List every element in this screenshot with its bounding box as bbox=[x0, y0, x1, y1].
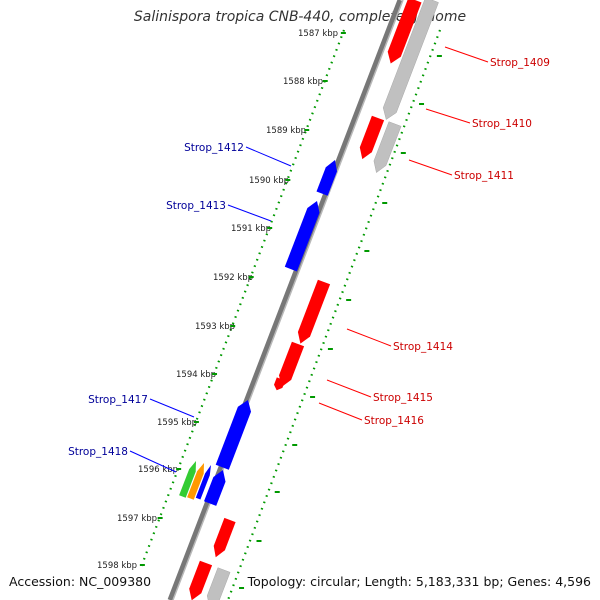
genome-summary: Topology: circular; Length: 5,183,331 bp… bbox=[247, 574, 591, 589]
genome-backbone bbox=[167, 0, 403, 600]
gene-arrow-forward[interactable] bbox=[213, 517, 236, 558]
gene-callout-line bbox=[227, 204, 272, 222]
gene-arrow-other[interactable] bbox=[206, 567, 231, 600]
ruler-tick-label: 1594 kbp bbox=[176, 370, 216, 380]
gene-arrow-forward[interactable] bbox=[274, 377, 286, 391]
gene-label-forward[interactable]: Strop_1411 bbox=[454, 170, 514, 182]
gene-callout-line bbox=[408, 159, 453, 176]
gene-label-reverse[interactable]: Strop_1412 bbox=[184, 142, 244, 154]
gene-callout-line bbox=[129, 450, 177, 473]
ruler-tick-label: 1592 kbp bbox=[213, 273, 253, 283]
gene-arrow-forward[interactable] bbox=[387, 0, 422, 64]
gene-arrow-reverse[interactable] bbox=[215, 400, 251, 470]
gene-callout-line bbox=[318, 402, 363, 421]
gene-callout-line bbox=[149, 398, 195, 418]
gene-arrow-orange[interactable] bbox=[187, 463, 204, 500]
ruler-tick-label: 1587 kbp bbox=[298, 29, 338, 39]
gene-arrow-forward[interactable] bbox=[297, 279, 331, 344]
gene-arrow-forward[interactable] bbox=[189, 560, 213, 600]
ruler-line-left bbox=[138, 29, 346, 571]
ruler-tick-label: 1597 kbp bbox=[117, 514, 157, 524]
gene-callout-line bbox=[444, 46, 489, 63]
gene-label-reverse[interactable]: Strop_1417 bbox=[88, 394, 148, 406]
ruler-tick-label: 1591 kbp bbox=[231, 224, 271, 234]
gene-label-forward[interactable]: Strop_1410 bbox=[472, 118, 532, 130]
ruler-tick-label: 1588 kbp bbox=[283, 77, 323, 87]
ruler-tick-label: 1596 kbp bbox=[138, 465, 178, 475]
gene-label-reverse[interactable]: Strop_1418 bbox=[68, 446, 128, 458]
gene-callout-line bbox=[425, 108, 471, 124]
gene-callout-line bbox=[326, 379, 372, 398]
gene-arrow-reverse[interactable] bbox=[316, 160, 338, 196]
genome-backbone-highlight bbox=[172, 0, 404, 600]
gene-arrow-forward[interactable] bbox=[279, 341, 305, 387]
gene-label-reverse[interactable]: Strop_1413 bbox=[166, 200, 226, 212]
ruler-tick-label: 1589 kbp bbox=[266, 126, 306, 136]
ruler-tick-label: 1595 kbp bbox=[157, 418, 197, 428]
ruler-tick-label: 1598 kbp bbox=[97, 561, 137, 571]
map-title: Salinispora tropica CNB-440, complete ge… bbox=[133, 9, 467, 25]
gene-arrow-forward[interactable] bbox=[359, 115, 385, 160]
ruler-tick-label: 1590 kbp bbox=[249, 176, 289, 186]
accession-text: Accession: NC_009380 bbox=[9, 574, 152, 589]
gene-arrow-other[interactable] bbox=[373, 121, 402, 174]
gene-arrow-reverse[interactable] bbox=[204, 470, 226, 506]
gene-arrow-other[interactable] bbox=[382, 0, 439, 120]
gene-callout-line bbox=[346, 328, 392, 347]
gene-label-forward[interactable]: Strop_1409 bbox=[490, 57, 550, 69]
ruler-line-right bbox=[226, 29, 442, 600]
gene-label-forward[interactable]: Strop_1415 bbox=[373, 392, 433, 404]
gene-label-forward[interactable]: Strop_1416 bbox=[364, 415, 424, 427]
gene-arrow-green[interactable] bbox=[179, 461, 196, 498]
gene-arrow-reverse[interactable] bbox=[284, 201, 320, 272]
gene-label-forward[interactable]: Strop_1414 bbox=[393, 341, 453, 353]
gene-arrow-reverse[interactable] bbox=[195, 465, 211, 500]
gene-callout-line bbox=[245, 146, 292, 167]
ruler-tick-label: 1593 kbp bbox=[195, 322, 235, 332]
